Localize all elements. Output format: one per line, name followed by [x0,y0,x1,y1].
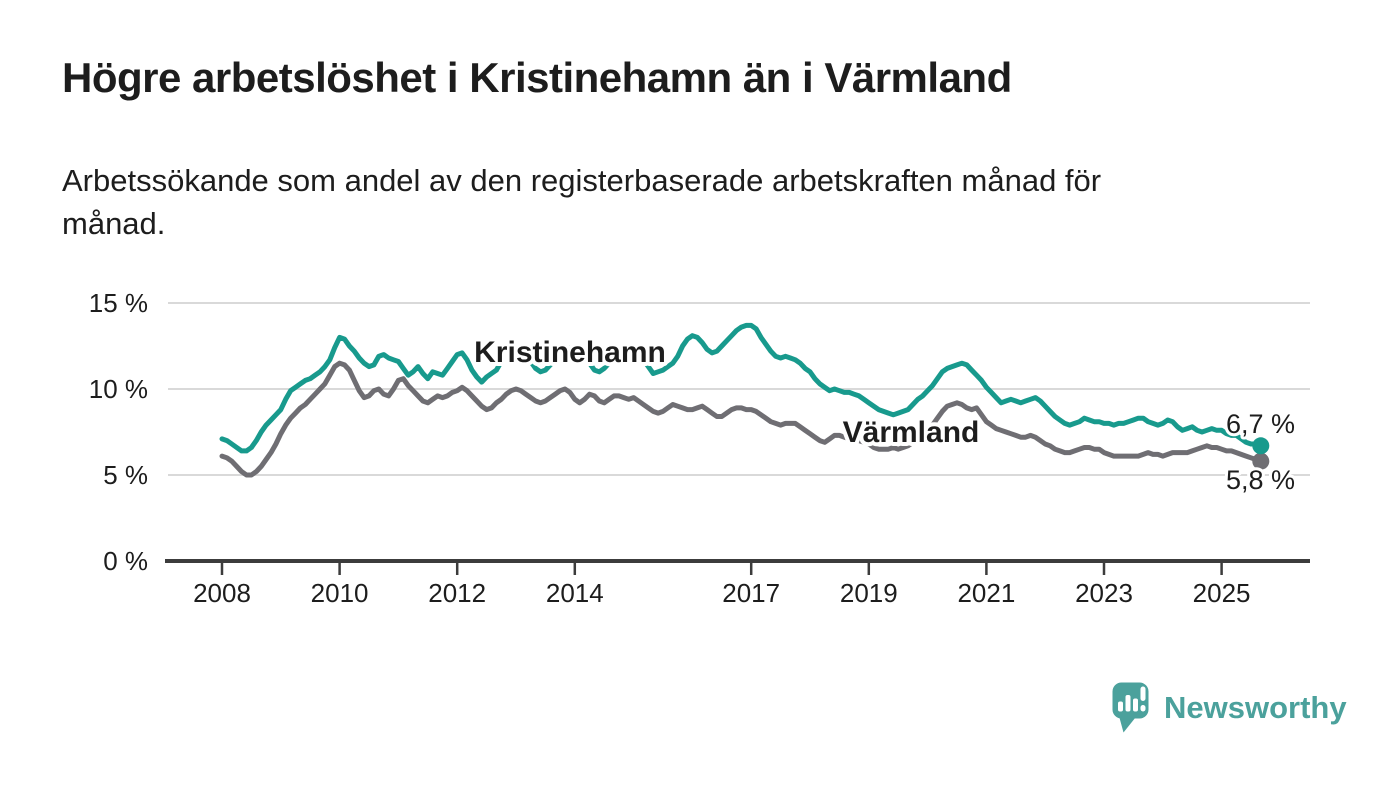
chart-title: Högre arbetslöshet i Kristinehamn än i V… [62,54,1012,101]
y-tick-label-15: 15 % [89,288,148,318]
newsworthy-logo: Newsworthy [1112,682,1347,735]
series-label-värmland: Värmland [843,416,980,449]
x-tick-label-2012: 2012 [428,578,486,608]
y-tick-label-0: 0 % [103,546,148,576]
series-label-kristinehamn: Kristinehamn [474,336,666,369]
chart-subtitle: Arbetssökande som andel av den registerb… [62,163,1102,241]
x-tick-label-2025: 2025 [1193,578,1251,608]
x-tick-label-2021: 2021 [957,578,1015,608]
end-dot-värmland [1252,452,1270,470]
y-tick-label-5: 5 % [103,460,148,490]
y-tick-label-10: 10 % [89,374,148,404]
newsworthy-logo-text: Newsworthy [1164,690,1347,725]
series-line-kristinehamn [219,322,1264,454]
newsworthy-logo-icon [1112,682,1149,733]
x-tick-label-2019: 2019 [840,578,898,608]
end-value-label-kristinehamn: 6,7 % [1226,409,1295,439]
x-tick-label-2023: 2023 [1075,578,1133,608]
x-tick-label-2014: 2014 [546,578,604,608]
x-tick-label-2008: 2008 [193,578,251,608]
x-tick-label-2017: 2017 [722,578,780,608]
x-tick-label-2010: 2010 [311,578,369,608]
end-dot-kristinehamn [1252,437,1270,455]
end-value-label-värmland: 5,8 % [1226,465,1295,495]
series-line-värmland [219,360,1264,478]
